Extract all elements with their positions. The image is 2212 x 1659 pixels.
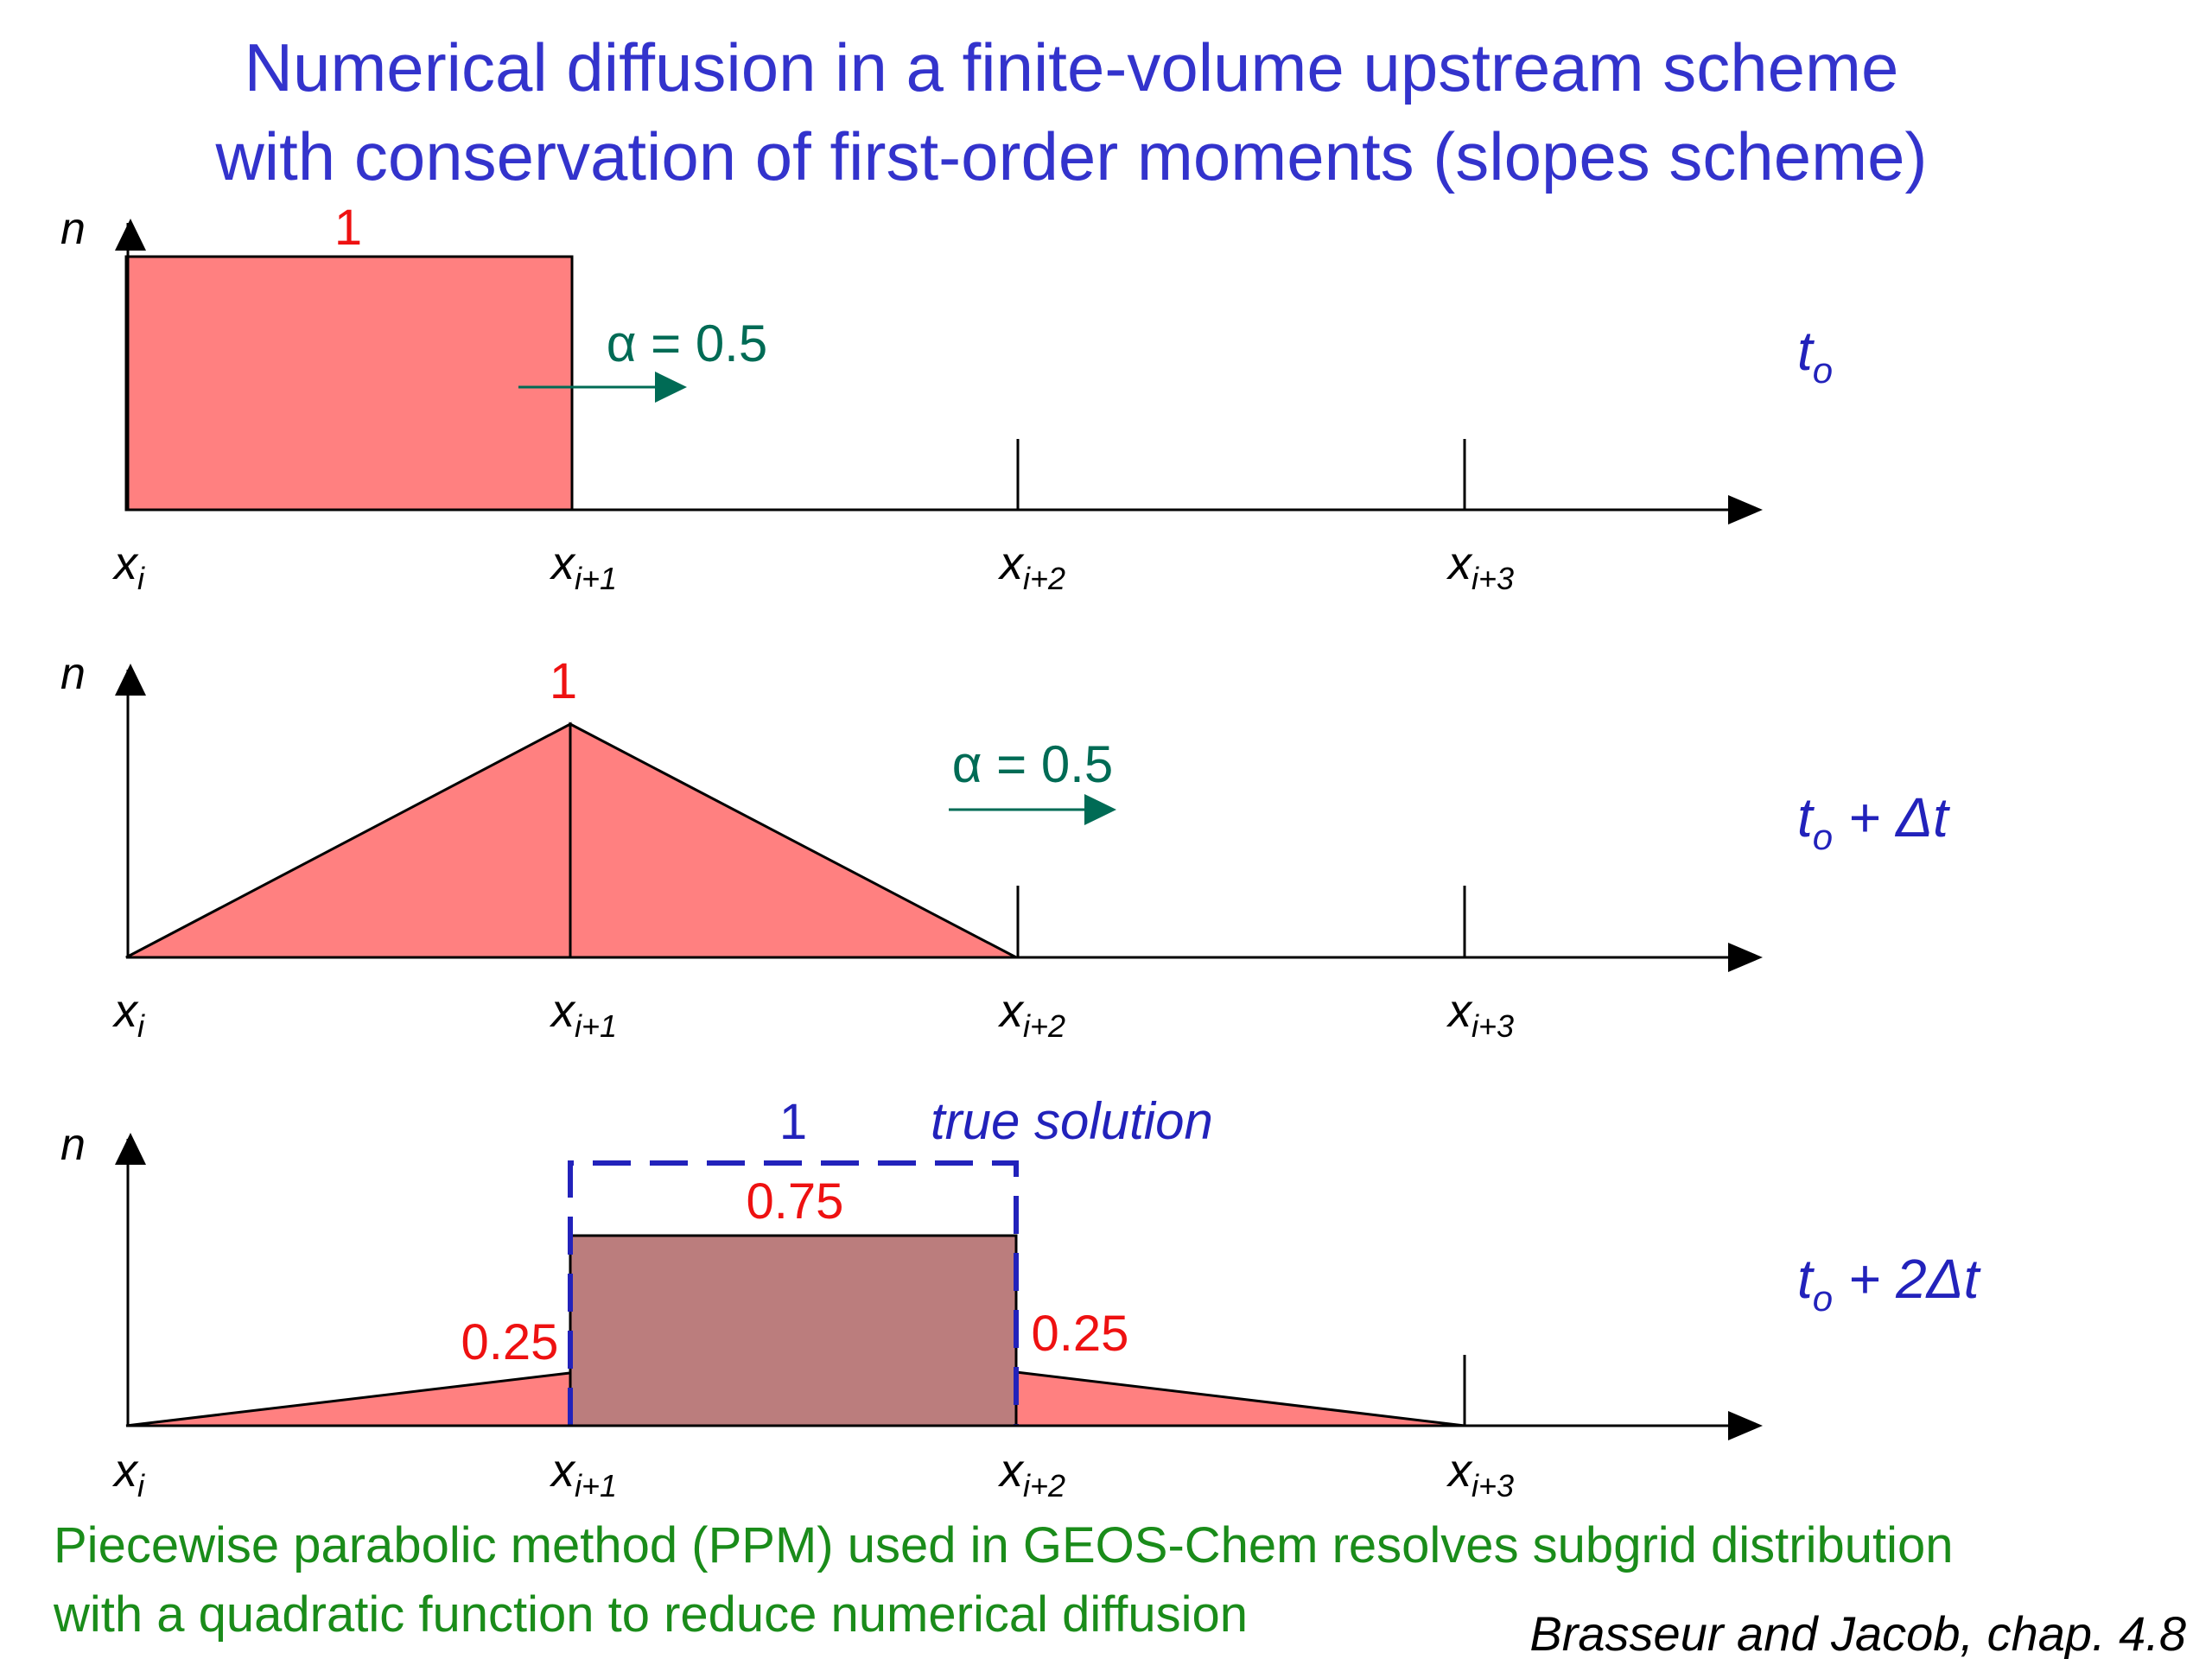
x-label-i: xi — [111, 1445, 145, 1503]
x-label-i3: xi+3 — [1446, 985, 1514, 1044]
left-tail-value-label: 0.25 — [461, 1314, 559, 1370]
x-axis-arrowhead — [1728, 943, 1763, 972]
triangle-left-half — [125, 721, 572, 959]
title-line-2: with conservation of first-order moments… — [214, 118, 1927, 194]
y-axis-arrowhead — [115, 219, 146, 251]
x-label-i1: xi+1 — [549, 1445, 617, 1503]
x-label-i1: xi+1 — [549, 985, 617, 1044]
triangle-right-half — [569, 721, 1017, 959]
x-label-i3: xi+3 — [1446, 1445, 1514, 1503]
x-label-i: xi — [111, 537, 145, 596]
center-cell-block — [569, 1234, 1018, 1427]
panel-t0-plus-2dt: n 1 true solution 0.75 0.25 0.25 xi xi+1… — [60, 1092, 1981, 1503]
citation: Brasseur and Jacob, chap. 4.8 — [1529, 1606, 2186, 1659]
advection-arrow-icon — [1084, 794, 1116, 825]
y-axis-arrowhead — [115, 1133, 146, 1165]
y-axis-label: n — [60, 1120, 86, 1170]
center-value-label: 0.75 — [747, 1173, 844, 1230]
time-label-t0-2dt: to + 2Δt — [1797, 1248, 1981, 1319]
right-tail-triangle — [1014, 1370, 1465, 1427]
footer-line-1: Piecewise parabolic method (PPM) used in… — [54, 1517, 1954, 1573]
initial-square-pulse — [124, 255, 574, 512]
panel-t0: n 1 α = 0.5 xi xi+1 xi+2 xi+3 to — [60, 200, 1833, 596]
time-label-t0-dt: to + Δt — [1797, 786, 1950, 857]
x-label-i2: xi+2 — [997, 985, 1065, 1044]
x-label-i3: xi+3 — [1446, 537, 1514, 596]
right-tail-value-label: 0.25 — [1032, 1306, 1129, 1362]
x-axis-arrowhead — [1728, 495, 1763, 524]
time-label-t0: to — [1797, 320, 1833, 391]
true-solution-outline — [568, 1160, 1019, 1426]
title-line-1: Numerical diffusion in a finite-volume u… — [245, 29, 1899, 105]
x-axis-arrowhead — [1728, 1411, 1763, 1440]
true-solution-value-label: 1 — [779, 1094, 807, 1150]
true-solution-label: true solution — [931, 1092, 1213, 1150]
y-axis-label: n — [60, 649, 86, 699]
advection-arrow-icon — [655, 372, 687, 403]
x-label-i: xi — [111, 985, 145, 1044]
courant-number-label: α = 0.5 — [952, 735, 1113, 793]
peak-value-label: 1 — [550, 653, 577, 709]
courant-number-label: α = 0.5 — [607, 315, 767, 372]
x-label-i2: xi+2 — [997, 1445, 1065, 1503]
x-label-i1: xi+1 — [549, 537, 617, 596]
left-tail-triangle — [125, 1370, 579, 1427]
panel-t0-plus-dt: n 1 α = 0.5 xi xi+1 xi+2 xi+3 to + Δt — [60, 649, 1950, 1044]
pulse-value-label: 1 — [334, 200, 362, 256]
y-axis-arrowhead — [115, 664, 146, 696]
x-label-i2: xi+2 — [997, 537, 1065, 596]
y-axis-label: n — [60, 204, 86, 254]
footer-line-2: with a quadratic function to reduce nume… — [53, 1586, 1248, 1643]
